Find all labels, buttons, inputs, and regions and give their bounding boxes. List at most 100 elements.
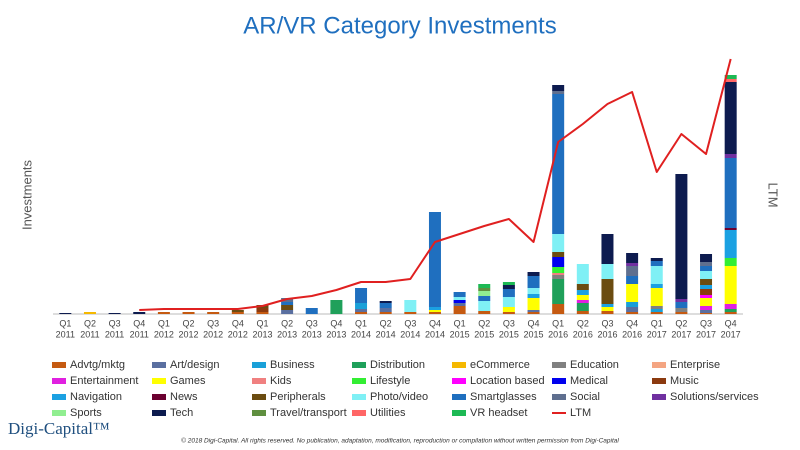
legend-swatch xyxy=(452,362,466,368)
bar-segment xyxy=(157,312,170,314)
legend-label: Enterprise xyxy=(670,359,720,371)
legend-label: Tech xyxy=(170,407,193,419)
bar-segment xyxy=(724,304,737,309)
bar-segment xyxy=(700,271,713,279)
bar-segment xyxy=(576,303,589,311)
legend-label: Medical xyxy=(570,375,608,387)
legend-label: Music xyxy=(670,375,699,387)
legend-label: Smartglasses xyxy=(470,391,537,403)
x-tick-label: Q2 xyxy=(675,318,687,328)
bar-segment xyxy=(256,308,269,312)
bar-segment xyxy=(404,300,417,312)
x-tick-label: Q4 xyxy=(133,318,145,328)
bar-segment xyxy=(626,266,639,276)
bar-segment xyxy=(478,284,491,288)
x-tick-label: 2012 xyxy=(203,329,223,339)
bar-segment xyxy=(675,302,688,308)
legend-swatch xyxy=(152,378,166,384)
bar-segment xyxy=(305,308,318,314)
legend-label: Advtg/mktg xyxy=(70,359,125,371)
bar-segment xyxy=(83,312,96,314)
x-tick-label: 2013 xyxy=(326,329,346,339)
bar-segment xyxy=(379,301,392,303)
bar-segment xyxy=(428,312,441,314)
x-tick-label: 2014 xyxy=(400,329,420,339)
bar-segment xyxy=(502,307,515,312)
bar-segment xyxy=(576,300,589,303)
bar-segment xyxy=(650,312,663,314)
bar-segment xyxy=(700,310,713,313)
x-tick-label: Q1 xyxy=(355,318,367,328)
bar-segment xyxy=(700,313,713,314)
bar-segment xyxy=(601,234,614,264)
x-tick-label: 2013 xyxy=(277,329,297,339)
x-tick-label: 2012 xyxy=(179,329,199,339)
x-tick-label: 2017 xyxy=(647,329,667,339)
bar-segment xyxy=(552,94,565,234)
bar-segment xyxy=(576,295,589,300)
bar-segment xyxy=(207,312,220,314)
x-tick-label: 2012 xyxy=(228,329,248,339)
bar-segment xyxy=(552,279,565,304)
bar-segment xyxy=(724,230,737,258)
x-tick-label: Q3 xyxy=(306,318,318,328)
bar-segment xyxy=(59,313,72,314)
x-tick-label: Q2 xyxy=(577,318,589,328)
bar-segment xyxy=(355,288,368,303)
bar-segment xyxy=(453,303,466,306)
bar-segment xyxy=(527,272,540,276)
bar-segment xyxy=(527,294,540,298)
x-tick-label: 2011 xyxy=(56,329,75,339)
bar-segment xyxy=(502,285,515,289)
bar-segment xyxy=(650,266,663,284)
legend-label: Education xyxy=(570,359,619,371)
legend-label: Solutions/services xyxy=(670,391,759,403)
bar-segment xyxy=(256,312,269,314)
x-tick-label: 2014 xyxy=(425,329,445,339)
bar-segment xyxy=(601,304,614,307)
bar-segment xyxy=(552,252,565,257)
bar-segment xyxy=(552,91,565,94)
bar-segment xyxy=(453,300,466,303)
bar-segment xyxy=(576,290,589,295)
bar-segment xyxy=(724,75,737,79)
x-tick-label: Q2 xyxy=(84,318,96,328)
bar-segment xyxy=(379,303,392,308)
legend-label: Social xyxy=(570,391,600,403)
x-tick-label: Q1 xyxy=(552,318,564,328)
bar-segment xyxy=(576,311,589,314)
legend-swatch xyxy=(52,410,66,416)
bar-segment xyxy=(700,306,713,310)
bar-segment xyxy=(527,310,540,312)
legend-swatch xyxy=(552,394,566,400)
legend-swatch xyxy=(652,362,666,368)
x-tick-label: Q4 xyxy=(528,318,540,328)
bar-segment xyxy=(724,158,737,228)
legend-label: Business xyxy=(270,359,315,371)
bar-segment xyxy=(453,292,466,297)
bar-segment xyxy=(502,297,515,307)
legend-swatch xyxy=(352,362,366,368)
x-tick-label: 2016 xyxy=(548,329,568,339)
bar-segment xyxy=(355,312,368,314)
bar-segment xyxy=(552,273,565,275)
legend-swatch xyxy=(252,362,266,368)
x-tick-label: Q2 xyxy=(478,318,490,328)
bar-segment xyxy=(675,174,688,299)
bar-segment xyxy=(355,303,368,309)
bar-segment xyxy=(700,298,713,306)
bar-segment xyxy=(650,306,663,309)
x-tick-label: Q1 xyxy=(651,318,663,328)
bar-segment xyxy=(650,258,663,261)
x-tick-label: Q3 xyxy=(601,318,613,328)
legend-label: Entertainment xyxy=(70,375,138,387)
bar-segment xyxy=(330,300,343,314)
x-tick-label: 2015 xyxy=(499,329,519,339)
bar-segment xyxy=(478,311,491,314)
chart-title: AR/VR Category Investments xyxy=(243,12,556,39)
y2-axis-label: LTM xyxy=(766,182,781,207)
legend-swatch xyxy=(252,378,266,384)
bar-segment xyxy=(675,299,688,302)
x-tick-label: Q1 xyxy=(158,318,170,328)
